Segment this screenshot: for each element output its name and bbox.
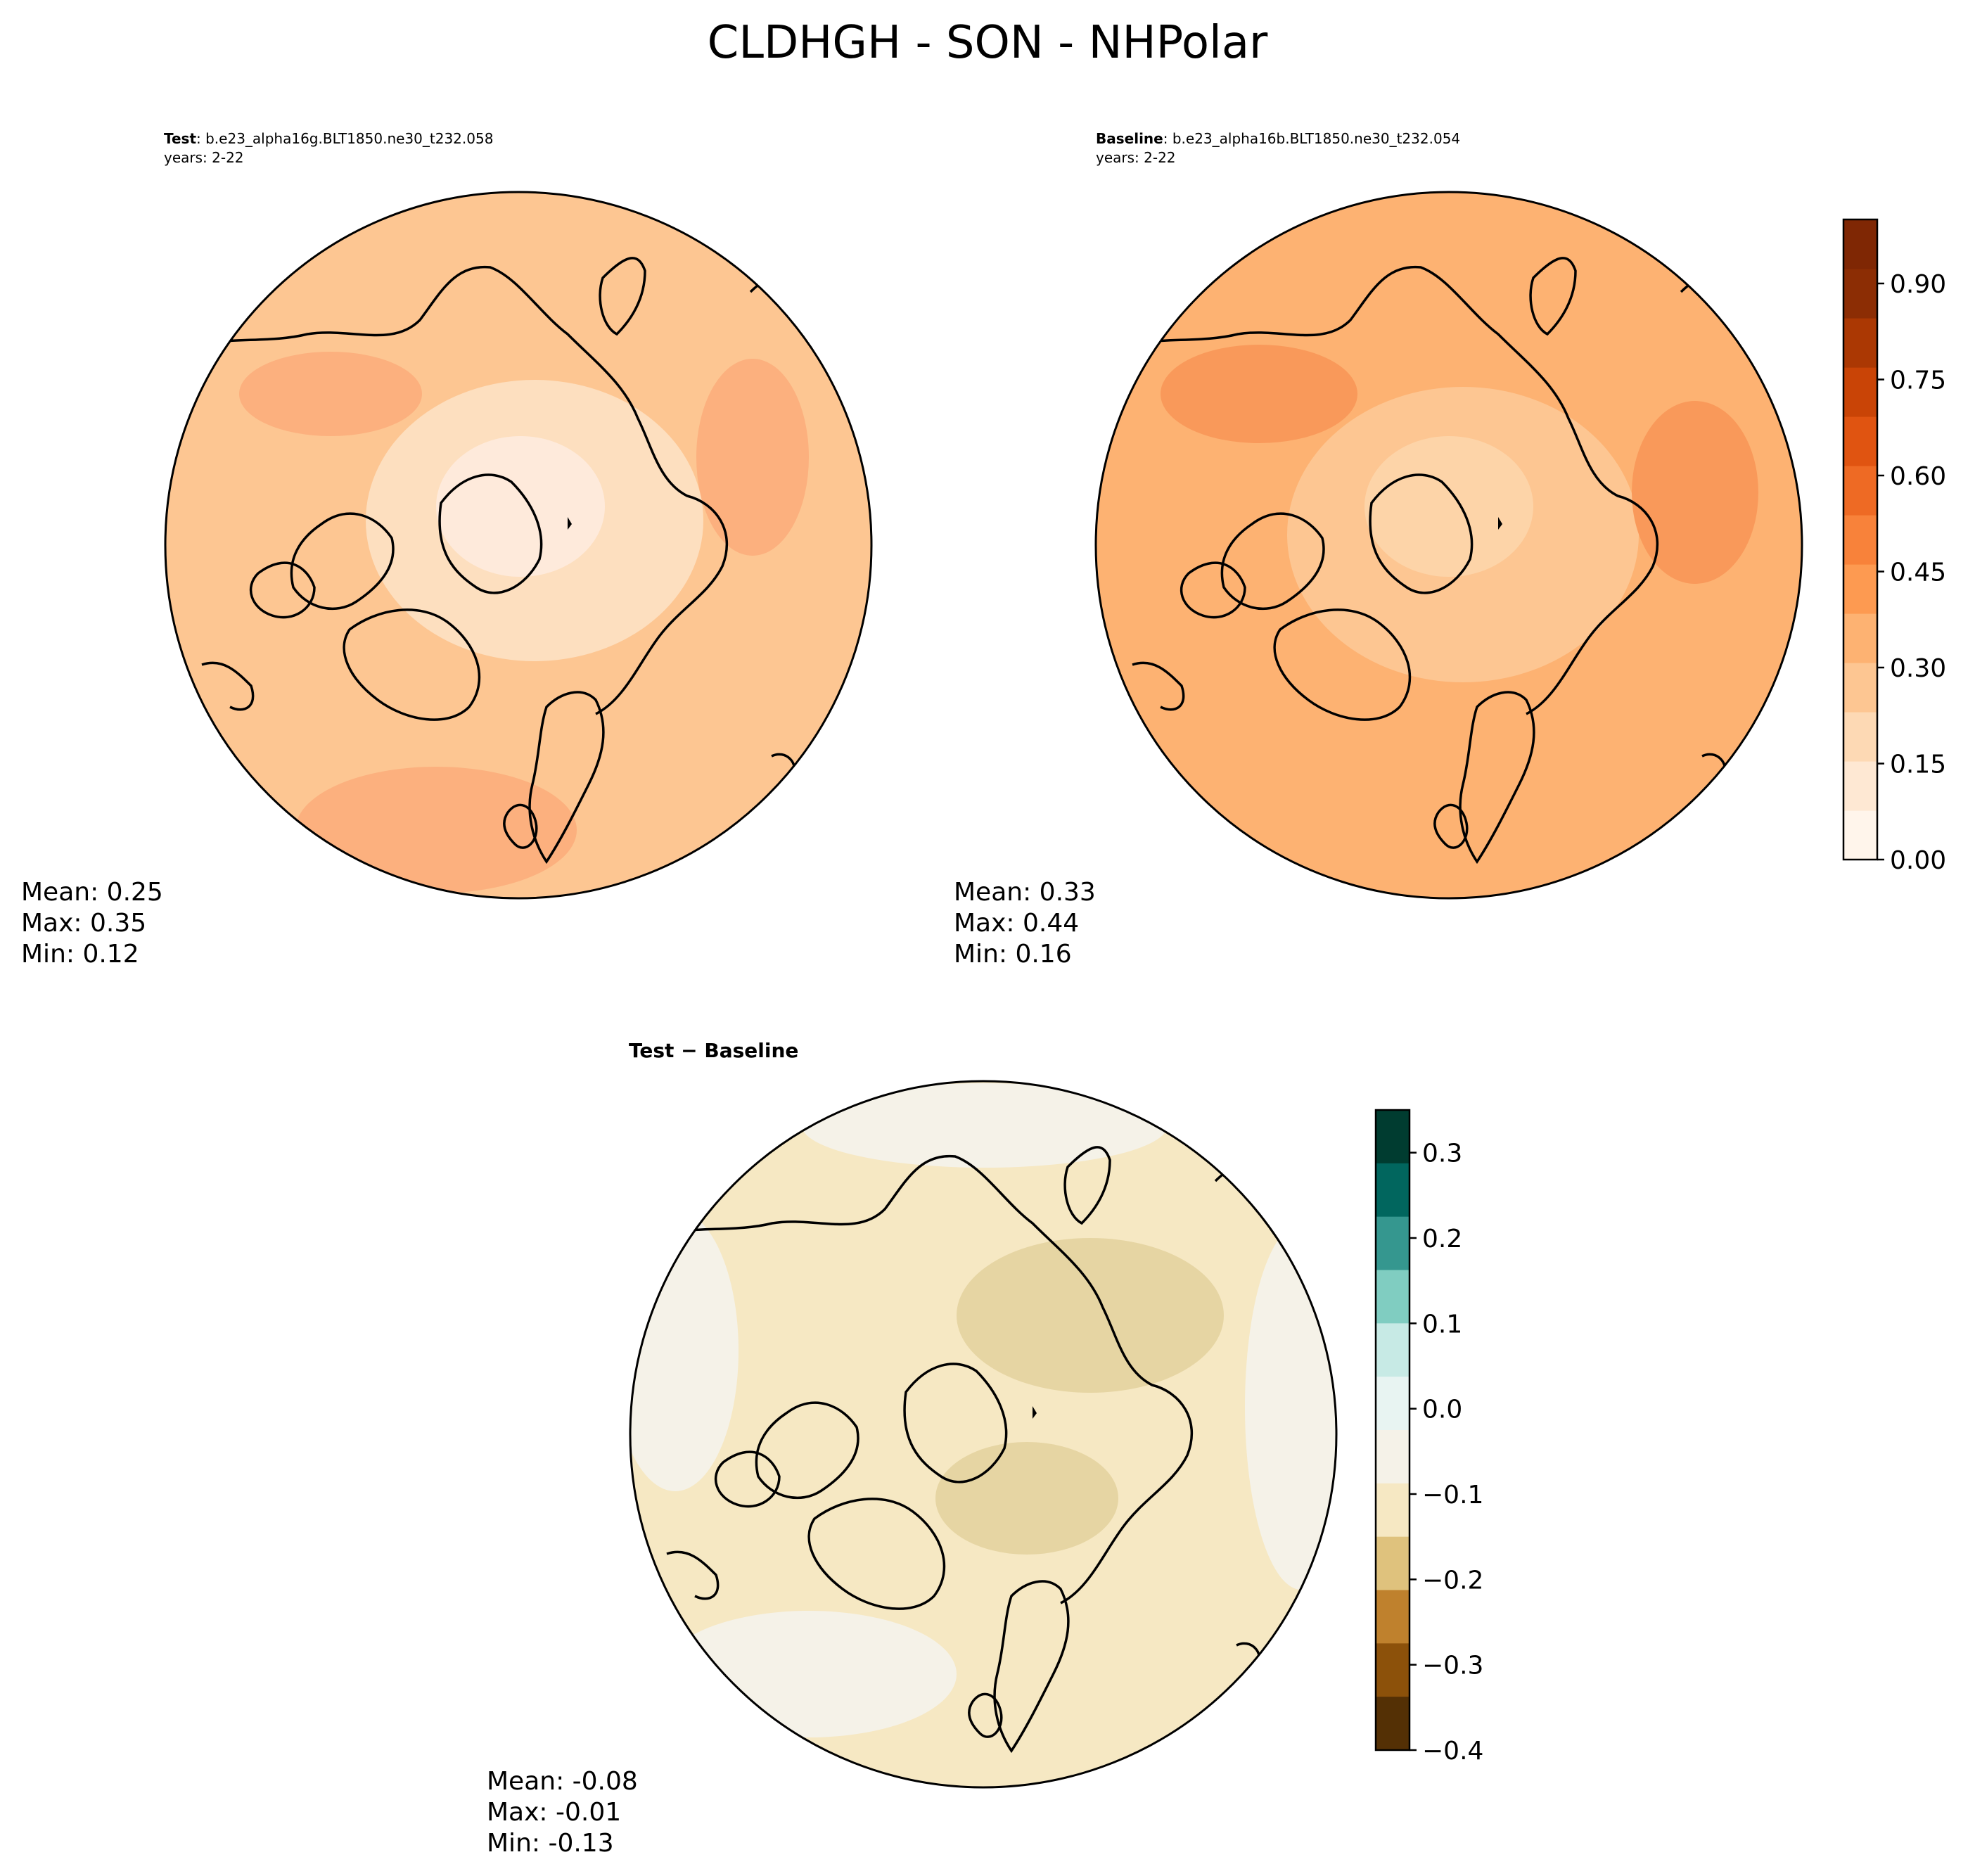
colorbar-diff-tick-label: −0.4	[1422, 1737, 1483, 1766]
colorbar-main-swatch	[1843, 663, 1877, 713]
baseline-stat-max: Max: 0.44	[954, 909, 1079, 938]
test-map	[164, 191, 873, 900]
test-stat-mean: Mean: 0.25	[21, 878, 163, 907]
test-map-region-dark-3	[295, 767, 577, 893]
colorbar-diff-swatch	[1376, 1163, 1410, 1218]
test-years: years: 2-22	[164, 149, 244, 166]
colorbar-main-swatch	[1843, 712, 1877, 762]
colorbar-main-swatch	[1843, 761, 1877, 811]
test-map-region-dark-2	[696, 359, 809, 556]
difference-stat-max: Max: -0.01	[487, 1798, 621, 1827]
test-map-border	[164, 191, 873, 900]
difference-map-region-dark-2	[935, 1442, 1118, 1555]
baseline-label: Baseline	[1096, 130, 1163, 147]
test-stat-min: Min: 0.12	[21, 940, 139, 969]
colorbar-main-swatch	[1843, 416, 1877, 466]
difference-map-region-dark	[957, 1238, 1224, 1393]
baseline-map-region-dark	[1161, 345, 1357, 443]
colorbar-diff-swatch	[1376, 1377, 1410, 1431]
difference-map-region-light-3	[802, 1083, 1168, 1168]
colorbar-diff-swatch	[1376, 1270, 1410, 1324]
colorbar-diff-tick-label: 0.3	[1422, 1140, 1462, 1168]
colorbar-main-swatch	[1843, 269, 1877, 319]
baseline-map-region-dark-2	[1632, 401, 1758, 584]
colorbar-main-swatch	[1843, 810, 1877, 860]
difference-map-border	[629, 1080, 1338, 1789]
colorbar-diff-tick-label: −0.1	[1422, 1481, 1483, 1510]
colorbar-diff-swatch	[1376, 1536, 1410, 1591]
difference-map	[629, 1080, 1338, 1789]
test-map-region-dark	[239, 352, 422, 436]
colorbar-main-swatch	[1843, 318, 1877, 368]
colorbar-diff-swatch	[1376, 1323, 1410, 1377]
colorbar-diff-swatch	[1376, 1110, 1410, 1164]
test-header: Test: b.e23_alpha16g.BLT1850.ne30_t232.0…	[164, 130, 493, 147]
colorbar-diff-tick-label: 0.0	[1422, 1396, 1462, 1424]
colorbar-diff-swatch	[1376, 1697, 1410, 1751]
colorbar-diff-tick-label: −0.2	[1422, 1566, 1483, 1595]
colorbar-main-swatch	[1843, 613, 1877, 663]
baseline-header: Baseline: b.e23_alpha16b.BLT1850.ne30_t2…	[1096, 130, 1460, 147]
colorbar-main-tick-label: 0.90	[1890, 270, 1946, 299]
colorbar-main-tick-label: 0.60	[1890, 462, 1946, 491]
colorbar-main-tick-label: 0.00	[1890, 846, 1946, 875]
difference-title: Test − Baseline	[629, 1039, 798, 1062]
test-stat-max: Max: 0.35	[21, 909, 146, 938]
colorbar-diff-swatch	[1376, 1430, 1410, 1484]
colorbar-diff-swatch	[1376, 1216, 1410, 1271]
baseline-map	[1094, 191, 1803, 900]
baseline-stat-min: Min: 0.16	[954, 940, 1072, 969]
colorbar-diff-tick-label: −0.3	[1422, 1652, 1483, 1680]
difference-stat-min: Min: -0.13	[487, 1829, 614, 1858]
test-case: : b.e23_alpha16g.BLT1850.ne30_t232.058	[196, 130, 493, 147]
colorbar-main: 0.00 0.15 0.30 0.45 0.60 0.75 0.90	[1842, 218, 1946, 875]
colorbar-main-tick-label: 0.30	[1890, 654, 1946, 683]
baseline-stat-mean: Mean: 0.33	[954, 878, 1096, 907]
colorbar-difference: 0.3 0.2 0.1 0.0 −0.1 −0.2 −0.3 −0.4	[1374, 1109, 1483, 1766]
test-label: Test	[164, 130, 196, 147]
colorbar-main-tick-label: 0.15	[1890, 751, 1946, 779]
baseline-map-region-lighter	[1364, 436, 1533, 577]
colorbar-diff-tick-label: 0.1	[1422, 1310, 1462, 1339]
colorbar-diff-swatch	[1376, 1590, 1410, 1644]
colorbar-main-frame	[1842, 218, 1879, 861]
colorbar-main-swatch	[1843, 564, 1877, 614]
colorbar-main-swatch	[1843, 466, 1877, 516]
baseline-case: : b.e23_alpha16b.BLT1850.ne30_t232.054	[1163, 130, 1460, 147]
colorbar-diff-tick-label: 0.2	[1422, 1225, 1462, 1253]
difference-stat-mean: Mean: -0.08	[487, 1767, 638, 1796]
colorbar-main-swatch	[1843, 515, 1877, 565]
baseline-years: years: 2-22	[1096, 149, 1176, 166]
test-map-region-lighter	[436, 436, 605, 577]
colorbar-main-tick-label: 0.45	[1890, 559, 1946, 587]
colorbar-diff-swatch	[1376, 1483, 1410, 1538]
figure-title: CLDHGH - SON - NHPolar	[708, 17, 1268, 69]
colorbar-main-swatch	[1843, 367, 1877, 417]
colorbar-main-tick-label: 0.75	[1890, 366, 1946, 395]
baseline-map-border	[1094, 191, 1803, 900]
colorbar-diff-frame	[1374, 1109, 1411, 1751]
colorbar-main-swatch	[1843, 219, 1877, 269]
colorbar-diff-swatch	[1376, 1643, 1410, 1697]
difference-map-region-light-2	[661, 1611, 957, 1737]
